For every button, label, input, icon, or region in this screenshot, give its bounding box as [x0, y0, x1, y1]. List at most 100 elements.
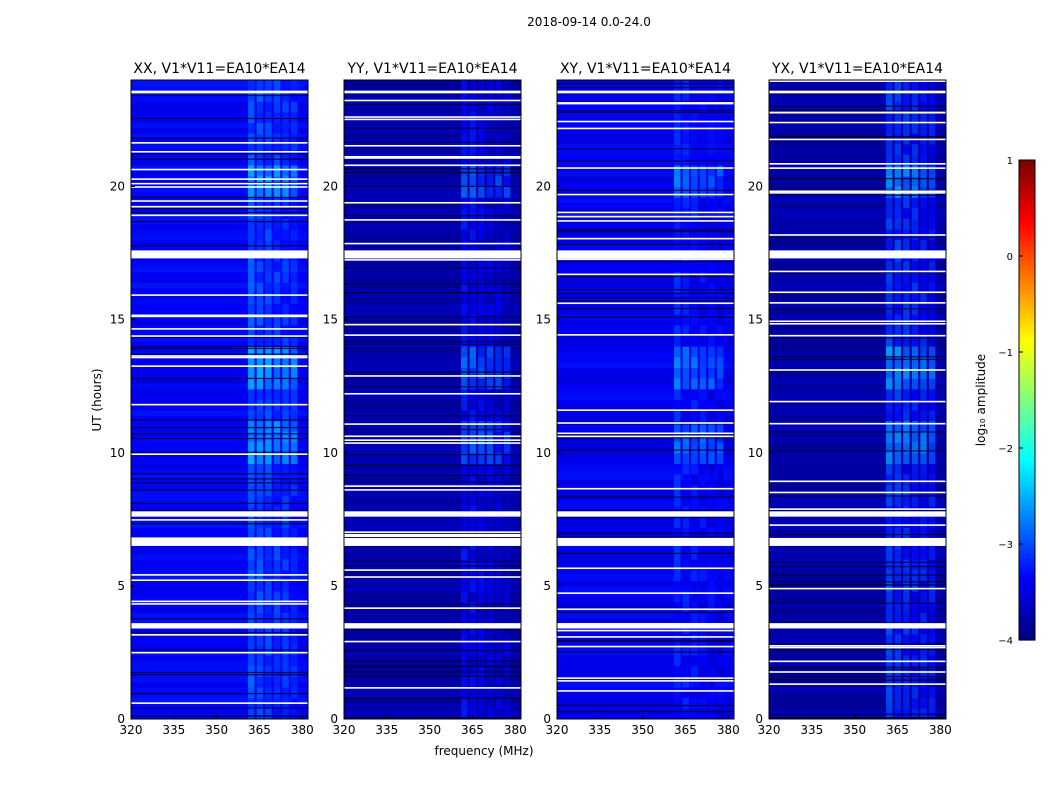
rfi-cell	[478, 175, 485, 187]
heatmap-row	[557, 80, 734, 86]
rfi-cell	[682, 303, 690, 315]
rfi-cell	[273, 356, 281, 369]
flagged-row	[344, 164, 521, 167]
rfi-cell	[716, 335, 724, 347]
flagged-row	[131, 355, 308, 357]
rfi-cell	[461, 548, 468, 560]
heatmap-row	[769, 117, 946, 124]
flagged-row	[557, 608, 734, 611]
colorbar-segment	[1019, 424, 1035, 430]
rfi-cell	[716, 591, 724, 603]
rfi-cell	[495, 367, 502, 379]
rfi-cell	[486, 378, 494, 390]
rfi-cell	[708, 261, 715, 273]
rfi-cell	[503, 101, 511, 113]
rfi-cell	[265, 175, 272, 187]
flagged-row	[131, 314, 308, 317]
heatmap-row	[769, 671, 946, 677]
heatmap-row	[344, 356, 521, 363]
rfi-cell	[290, 324, 298, 337]
heatmap-row	[344, 569, 521, 576]
heatmap-row	[131, 287, 308, 294]
rfi-cell	[716, 197, 724, 209]
colorbar-segment	[1019, 246, 1035, 252]
rfi-cell	[903, 687, 910, 699]
colorbar-segment	[1019, 505, 1035, 511]
heatmap-row	[769, 159, 946, 166]
rfi-cell	[290, 207, 298, 219]
dark-row	[344, 168, 521, 170]
rfi-cell	[461, 175, 468, 187]
heatmap-row	[769, 362, 946, 369]
rfi-cell	[674, 90, 681, 102]
rfi-cell	[478, 303, 485, 315]
heatmap-row	[344, 697, 521, 704]
rfi-cell	[920, 527, 927, 539]
heatmap-row	[557, 399, 734, 406]
heatmap-row	[131, 399, 308, 406]
heatmap-row	[131, 410, 308, 416]
flagged-row	[769, 80, 946, 82]
heatmap-row	[131, 138, 308, 145]
heatmap-row	[557, 234, 734, 241]
rfi-cell	[282, 303, 289, 315]
rfi-cell	[674, 559, 681, 571]
colorbar-segment	[1019, 275, 1035, 281]
rfi-cell	[708, 175, 715, 187]
heatmap-row	[769, 633, 946, 640]
rfi-cell	[920, 420, 927, 432]
rfi-cell	[461, 229, 468, 241]
rfi-cell	[691, 495, 698, 507]
flagged-row	[557, 334, 734, 336]
heatmap-row	[557, 346, 734, 353]
rfi-cell	[928, 399, 936, 411]
rfi-cell	[682, 463, 690, 475]
rfi-cell	[691, 314, 698, 326]
rfi-cell	[708, 665, 715, 677]
heatmap-row	[344, 665, 521, 672]
rfi-cell	[911, 687, 919, 699]
rfi-cell	[478, 261, 485, 273]
rfi-cell	[495, 612, 502, 624]
rfi-cell	[248, 431, 255, 443]
colorbar-segment	[1019, 582, 1035, 588]
rfi-cell	[682, 410, 690, 422]
heatmap-row	[769, 186, 946, 193]
heatmap-row	[557, 474, 734, 480]
dark-row	[557, 101, 734, 103]
heatmap-row	[769, 415, 946, 422]
colorbar-segment	[1019, 241, 1035, 247]
colorbar-segment	[1019, 452, 1035, 459]
rfi-cell	[928, 80, 936, 92]
flagged-row	[769, 400, 946, 403]
rfi-cell	[894, 399, 902, 411]
heatmap-row	[131, 255, 308, 262]
rfi-cell	[282, 452, 289, 464]
heatmap-row	[557, 484, 734, 491]
rfi-cell	[928, 282, 936, 294]
rfi-cell	[928, 527, 936, 539]
rfi-cell	[461, 612, 468, 624]
heatmap-row	[131, 314, 308, 321]
dark-row	[344, 665, 521, 668]
heatmap-row	[769, 617, 946, 624]
rfi-cell	[894, 559, 902, 571]
heatmap-row	[344, 330, 521, 337]
rfi-cell	[682, 708, 690, 720]
rfi-cell	[486, 239, 494, 251]
flagged-row	[557, 422, 734, 424]
rfi-cell	[886, 80, 893, 92]
rfi-cell	[469, 271, 477, 283]
colorbar-segment	[1019, 232, 1035, 238]
dark-row	[769, 337, 946, 339]
heatmap-row	[131, 234, 308, 241]
heatmap-row	[769, 106, 946, 113]
heatmap-row	[769, 149, 946, 156]
dark-row	[131, 196, 308, 199]
rfi-cell	[886, 388, 893, 400]
colorbar-segment	[1019, 304, 1035, 310]
rfi-cell	[486, 495, 494, 507]
colorbar-segment	[1019, 198, 1035, 204]
rfi-cell	[716, 111, 724, 124]
